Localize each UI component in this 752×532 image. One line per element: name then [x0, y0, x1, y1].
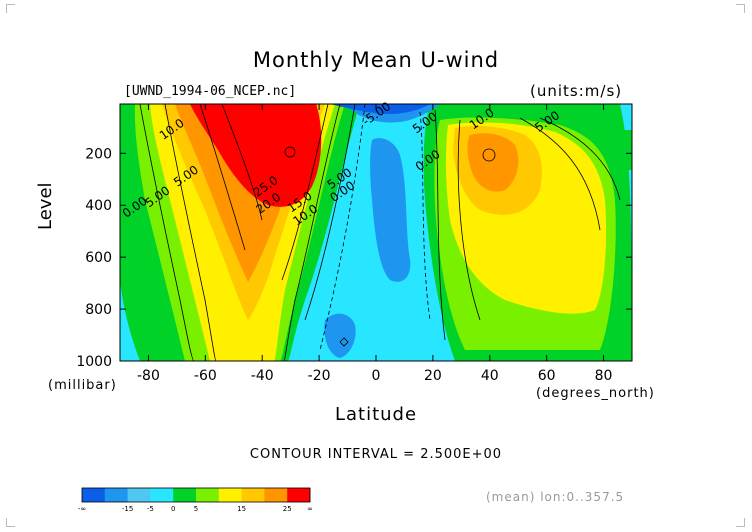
- corner-mark: [736, 4, 745, 13]
- colorbar-swatch: [82, 488, 106, 502]
- colorbar-frame: [81, 487, 311, 503]
- corner-mark: [736, 518, 745, 527]
- x-axis-label: Latitude: [334, 404, 418, 425]
- x-tick-label: 0: [372, 368, 381, 384]
- colorbar-tick-label: -∞: [78, 505, 86, 513]
- x-tick-label: 40: [481, 368, 499, 384]
- colorbar: -∞ -15 -5 0 5 15 25 ∞: [78, 487, 313, 513]
- colorbar-swatch: [287, 488, 311, 502]
- x-axis-unit: (degrees_north): [536, 386, 655, 401]
- y-tick-label: 800: [85, 302, 112, 318]
- contour-interval: CONTOUR INTERVAL = 2.500E+00: [249, 447, 503, 462]
- corner-mark: [6, 518, 15, 527]
- colorbar-tick-label: -5: [147, 505, 154, 513]
- x-tick-label: -40: [251, 368, 274, 384]
- colorbar-tick-label: 15: [237, 505, 246, 513]
- colorbar-swatch: [196, 488, 220, 502]
- y-tick-label: 1000: [76, 354, 112, 370]
- contour-fills: [120, 104, 632, 361]
- units-label: (units:m/s): [530, 82, 623, 100]
- x-tick-label: -80: [137, 368, 160, 384]
- y-axis-unit: (millibar): [48, 378, 117, 393]
- colorbar-swatch: [127, 488, 151, 502]
- colorbar-swatch: [218, 488, 243, 502]
- x-tick-label: 60: [538, 368, 556, 384]
- y-tick-label: 400: [85, 198, 112, 214]
- y-tick-label: 600: [85, 250, 112, 266]
- corner-mark: [6, 4, 15, 13]
- x-tick-label: 20: [424, 368, 442, 384]
- contour-lines: [139, 104, 621, 361]
- colorbar-swatch: [150, 488, 174, 502]
- footnote: (mean) lon:0..357.5: [486, 490, 625, 504]
- x-tick-label: 80: [595, 368, 613, 384]
- colorbar-swatch: [104, 488, 129, 502]
- colorbar-swatch: [264, 488, 288, 502]
- x-tick-label: -20: [308, 368, 331, 384]
- chart-title: Monthly Mean U-wind: [252, 48, 500, 72]
- colorbar-swatch: [241, 488, 265, 502]
- chart-subtitle: [UWND_1994-06_NCEP.nc]: [124, 84, 297, 99]
- y-tick-label: 200: [85, 146, 112, 162]
- y-axis-ticks: 200 400 600 800 1000: [76, 146, 632, 370]
- x-axis-ticks: -80 -60 -40 -20 0 20 40 60 80: [137, 104, 612, 384]
- x-tick-label: -60: [194, 368, 217, 384]
- colorbar-tick-label: 5: [194, 505, 198, 513]
- colorbar-tick-label: -15: [122, 505, 133, 513]
- colorbar-tick-label: 25: [283, 505, 292, 513]
- colorbar-swatch: [173, 488, 197, 502]
- colorbar-tick-label: ∞: [307, 505, 313, 513]
- colorbar-tick-label: 0: [171, 505, 175, 513]
